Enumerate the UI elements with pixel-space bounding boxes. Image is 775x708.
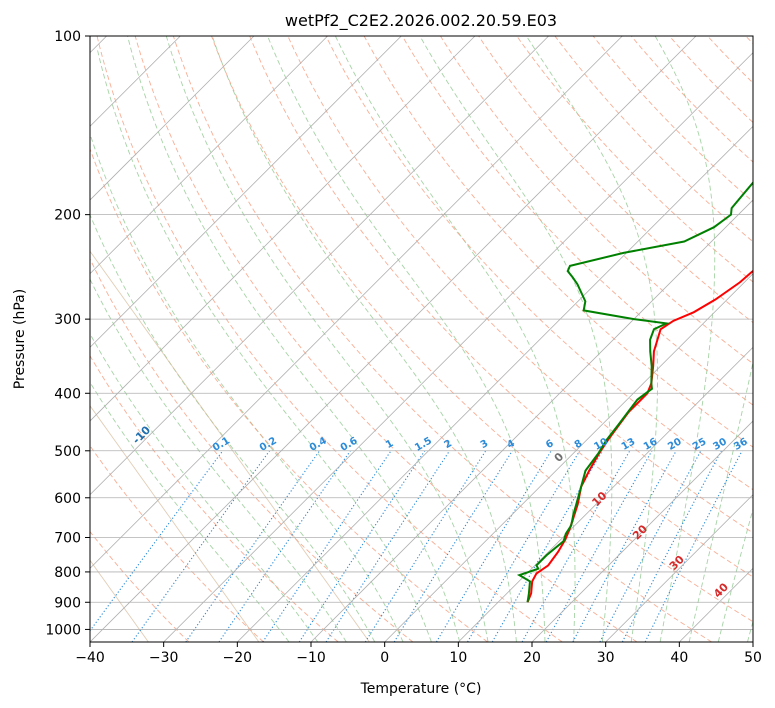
mixing-ratio-line [262,450,392,642]
moist-adiabat [127,36,461,642]
mixing-ratio-line [298,450,426,642]
dry-adiabat [401,36,753,406]
mixing-ratio-label: 3 [479,438,491,451]
x-tick-label: −10 [296,650,326,666]
dry-adiabat [90,147,488,642]
moist-adiabat [96,48,432,642]
isotherm [531,420,753,642]
dry-adiabat [90,257,414,642]
y-tick-label: 900 [54,595,81,611]
mixing-ratio-line [572,450,677,642]
x-tick-label: 50 [744,650,762,666]
y-tick-label: 800 [54,565,81,581]
dry-adiabat [325,36,753,491]
dry-adiabat [211,36,753,623]
y-tick-label: 700 [54,531,81,547]
mixing-ratio-line [521,450,631,642]
y-axis-ticks: 100 200 300 400 500 600 700 800 900 1000 [45,29,90,638]
isotherm [605,494,753,642]
isotherm [90,36,476,422]
moist-adiabat [90,213,376,642]
moist-adiabat [267,36,546,642]
mixing-ratio-line [218,450,351,642]
mixing-ratio-label: 2 [443,438,455,451]
dry-adiabat [90,354,339,642]
isotherm [384,273,753,642]
moist-adiabat [688,360,753,642]
mixing-ratio-line [325,450,451,642]
x-tick-label: −20 [223,650,253,666]
y-tick-label: 400 [54,386,81,402]
isotherm [237,125,753,642]
dry-adiabat [249,36,753,578]
mixing-ratio-label: 1 [384,438,396,451]
y-tick-label: 500 [54,444,81,460]
guide-curve [90,405,260,642]
isotherm [90,36,623,569]
dry-adiabat [96,36,563,642]
dewpoint-profile [516,181,753,603]
y-axis-label: Pressure (hPa) [12,289,28,389]
x-tick-label: 20 [523,650,541,666]
y-tick-label: 100 [54,29,81,45]
x-tick-label: 40 [670,650,688,666]
moist-adiabat [525,36,659,642]
moist-adiabat [90,132,404,642]
dry-adiabat [287,36,753,534]
dry-adiabat [440,36,753,365]
isotherm [90,36,549,496]
pressure-grid [90,36,753,630]
moist-adiabat [419,36,613,642]
y-tick-label: 1000 [45,622,81,638]
moist-adiabats [90,36,753,642]
mixing-ratio-label: 6 [544,438,556,451]
plot-area: -100-90-80-70-60-50-40-30-20-10 0.10.20.… [90,36,753,642]
isotherm [310,199,753,642]
mixing-ratio-line [467,450,581,642]
moist-adiabat [654,36,716,642]
mixing-ratio-label: 4 [505,438,517,451]
x-tick-label: 10 [449,650,467,666]
isotherm [90,36,255,201]
dry-adiabat [134,36,638,642]
moist-adiabat [90,381,290,642]
plot-frame [89,35,754,643]
isotherm [90,36,328,275]
mixing-ratio-line [185,450,321,642]
moist-adiabat [165,36,489,642]
dry-adiabat [90,530,190,642]
x-tick-label: 30 [597,650,615,666]
mixing-ratio-label: 8 [573,438,585,451]
mixing-ratio-line [90,450,224,632]
y-tick-label: 200 [54,208,81,224]
isotherm [458,346,753,642]
moist-adiabat [211,36,517,642]
moist-adiabat [717,507,753,642]
profiles [516,181,753,603]
x-axis-label: Temperature (°C) [360,681,482,697]
x-tick-label: −40 [75,650,105,666]
chart-title: wetPf2_C2E2.2026.002.20.59.E03 [285,11,557,31]
y-tick-label: 600 [54,491,81,507]
moist-adiabat [334,36,576,642]
isotherm [90,36,697,642]
y-tick-label: 300 [54,312,81,328]
mixing-ratio-line [393,450,513,642]
isotherm [90,36,402,348]
isotherm [163,52,753,642]
dry-adiabat [554,36,753,243]
x-tick-label: 0 [380,650,389,666]
x-tick-label: −30 [149,650,179,666]
dry-adiabat [592,36,753,203]
x-axis-ticks: −40 −30 −20 −10 0 10 20 30 40 50 [75,642,762,666]
mixing-ratio-line [364,450,487,642]
moist-adiabat [90,278,347,642]
dry-adiabat [478,36,753,324]
skewed-isotherms [90,36,753,642]
